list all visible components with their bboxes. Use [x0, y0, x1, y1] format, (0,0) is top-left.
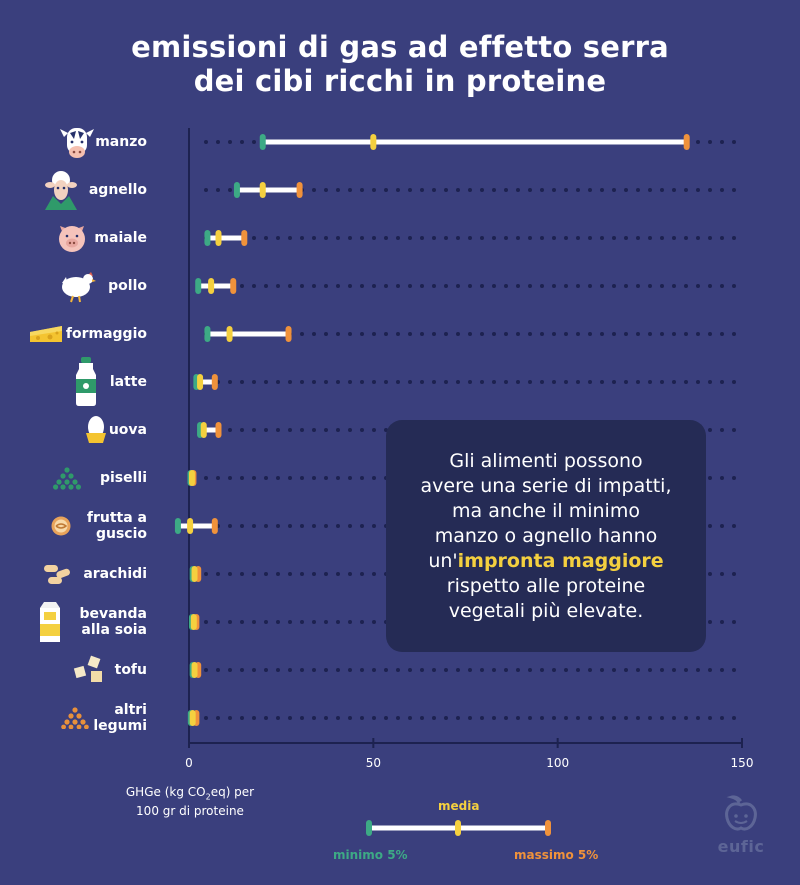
nut-icon	[50, 515, 72, 541]
mean-marker	[188, 470, 195, 486]
mean-marker	[197, 374, 204, 390]
mean-marker	[187, 518, 194, 534]
mean-marker	[226, 326, 233, 342]
chicken-icon	[58, 269, 98, 307]
tofu-icon	[73, 655, 107, 689]
category-label: manzo	[95, 134, 147, 150]
unit-label-start: GHGe (kg CO	[125, 785, 206, 799]
max-marker	[285, 326, 292, 342]
peanuts-icon	[42, 561, 72, 591]
mean-marker	[208, 278, 215, 294]
cow-icon	[56, 121, 98, 167]
mean-marker	[215, 230, 222, 246]
peas-icon	[52, 466, 81, 494]
egg-icon	[85, 415, 107, 449]
callout-line6: rispetto alle proteine	[446, 574, 646, 597]
max-marker	[683, 134, 690, 150]
category-label: arachidi	[83, 566, 147, 582]
category-label: frutta a guscio	[86, 510, 147, 542]
max-marker	[211, 374, 218, 390]
category-label: latte	[109, 374, 147, 390]
category-label: piselli	[99, 470, 147, 486]
callout-line3: ma anche il minimo	[452, 499, 640, 522]
cheese-icon	[28, 322, 64, 350]
callout-line1: Gli alimenti possono	[449, 449, 643, 472]
legend-max-label: massimo 5%	[514, 848, 599, 862]
callout-highlight: impronta maggiore	[457, 549, 664, 572]
callout-line7: vegetali più elevate.	[448, 599, 644, 622]
min-marker	[195, 278, 202, 294]
mean-marker	[191, 566, 198, 582]
min-marker	[259, 134, 266, 150]
apple-logo-icon	[725, 795, 757, 831]
category-label: altri legumi	[93, 702, 147, 734]
legend-min-label: minimo 5%	[333, 848, 408, 862]
max-marker	[230, 278, 237, 294]
x-tick-label: 50	[366, 756, 381, 770]
min-marker	[233, 182, 240, 198]
category-label: uova	[108, 422, 147, 438]
mean-marker	[191, 662, 198, 678]
soy-carton-icon	[36, 600, 64, 648]
chart-title: emissioni di gas ad effetto serra dei ci…	[0, 30, 800, 98]
x-tick-label: 100	[546, 756, 569, 770]
pig-icon	[55, 221, 89, 259]
mean-marker	[370, 134, 377, 150]
max-marker	[241, 230, 248, 246]
sheep-icon	[41, 168, 81, 216]
mean-marker	[190, 614, 197, 630]
category-label: bevanda alla soia	[79, 606, 147, 638]
min-marker	[204, 230, 211, 246]
legend-mean-label: media	[438, 799, 480, 813]
chart-title-line1: emissioni di gas ad effetto serra	[131, 30, 669, 64]
logo-text: eufic	[717, 837, 765, 856]
unit-label-end: eq) per	[210, 785, 255, 799]
max-marker	[215, 422, 222, 438]
callout-line5: un'impronta maggiore	[428, 549, 663, 574]
x-tick-label: 150	[731, 756, 754, 770]
axis-unit-label: GHGe (kg CO2eq) per 100 gr di proteine	[112, 785, 268, 819]
callout-box: Gli alimenti possono avere una serie di …	[386, 420, 706, 652]
legumes-icon	[61, 707, 90, 733]
unit-label-sub: 2	[205, 792, 211, 802]
chart-title-line2: dei cibi ricchi in proteine	[193, 64, 607, 98]
category-label: maiale	[94, 230, 147, 246]
max-marker	[211, 518, 218, 534]
eufic-logo: eufic	[713, 793, 769, 856]
category-label: agnello	[88, 182, 147, 198]
callout-line5-prefix: un'	[428, 549, 458, 572]
x-tick-label: 0	[185, 756, 193, 770]
min-marker	[204, 326, 211, 342]
category-label: tofu	[114, 662, 147, 678]
unit-label-line2: 100 gr di proteine	[136, 804, 244, 819]
callout-line4: manzo o agnello hanno	[434, 524, 658, 547]
milk-bottle-icon	[74, 357, 98, 411]
mean-marker	[200, 422, 207, 438]
mean-marker	[189, 710, 196, 726]
mean-marker	[259, 182, 266, 198]
category-label: pollo	[108, 278, 147, 294]
category-label: formaggio	[65, 326, 147, 342]
min-marker	[174, 518, 181, 534]
callout-line2: avere una serie di impatti,	[420, 474, 672, 497]
max-marker	[296, 182, 303, 198]
